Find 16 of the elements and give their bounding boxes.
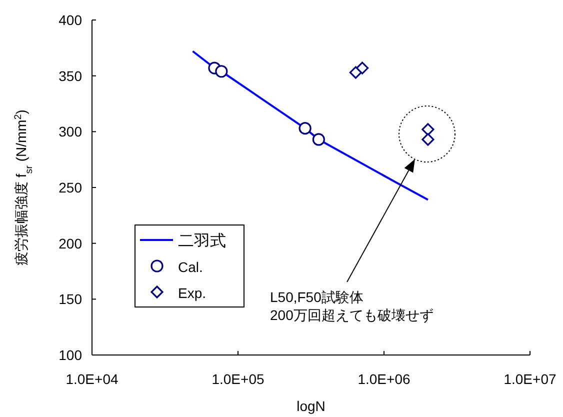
x-tick-label: 1.0E+06 xyxy=(358,371,410,387)
y-tick-label: 250 xyxy=(58,180,82,196)
y-tick-label: 200 xyxy=(58,235,82,252)
annotation: L50,F50試験体 200万回超えても破壊せず xyxy=(270,289,434,323)
x-tick-label: 1.0E+05 xyxy=(212,371,264,387)
y-tick-label: 350 xyxy=(58,68,82,84)
x-axis-title: logN xyxy=(296,398,326,414)
y-tick-label: 100 xyxy=(58,347,82,363)
x-tick-label: 1.0E+04 xyxy=(66,371,118,387)
legend-label: 二羽式 xyxy=(178,232,226,250)
y-tick-label: 300 xyxy=(58,124,82,140)
legend-label: Cal. xyxy=(178,259,203,275)
y-tick-label: 400 xyxy=(58,12,82,28)
y-tick-label: 150 xyxy=(58,291,82,308)
x-tick-label: 1.0E+07 xyxy=(504,371,556,387)
legend-label: Exp. xyxy=(178,285,206,301)
